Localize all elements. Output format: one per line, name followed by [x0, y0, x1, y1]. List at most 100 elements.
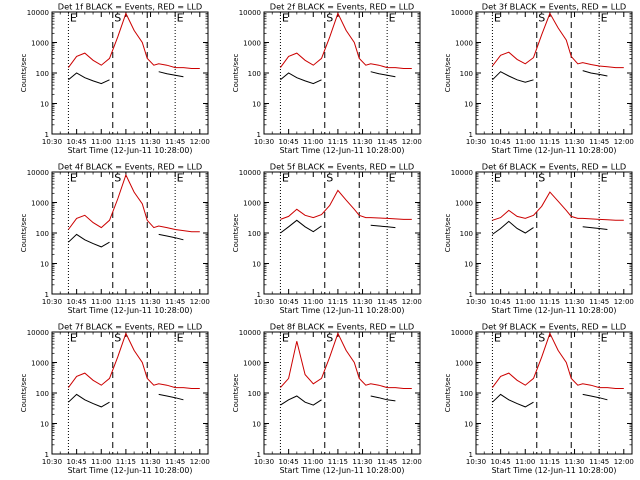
- x-tick-label: 11:00: [515, 298, 535, 306]
- panel-title: Det 7f BLACK = Events, RED = LLD: [58, 322, 202, 332]
- x-tick-label: 10:45: [279, 458, 299, 466]
- event-letter: S: [326, 172, 333, 185]
- event-letter: S: [538, 12, 545, 25]
- x-tick-label: 10:30: [42, 458, 62, 466]
- plot-frame: [51, 331, 209, 455]
- x-tick-label: 12:00: [402, 138, 422, 146]
- series-line-events: [68, 393, 184, 408]
- y-tick-label: 1: [469, 131, 473, 139]
- panel-det-7: Det 7f BLACK = Events, RED = LLD 1 10 100 10…: [20, 322, 210, 476]
- event-letter: E: [282, 12, 289, 25]
- panel-det-4: Det 4f BLACK = Events, RED = LLD 1 10 100 10…: [20, 162, 210, 316]
- y-tick-label: 1000: [31, 40, 49, 48]
- series-line-events: [492, 393, 608, 408]
- event-letter: S: [538, 172, 545, 185]
- x-tick-label: 10:30: [466, 298, 486, 306]
- panel-det-3: Det 3f BLACK = Events, RED = LLD 1 10 100 10…: [444, 2, 634, 156]
- y-tick-label: 10000: [27, 329, 49, 337]
- x-tick-label: 10:30: [466, 458, 486, 466]
- y-tick-label: 1000: [31, 360, 49, 368]
- x-tick-label: 10:30: [254, 458, 274, 466]
- y-tick-label: 1000: [243, 40, 261, 48]
- y-tick-label: 1000: [243, 360, 261, 368]
- x-tick-label: 11:30: [352, 458, 372, 466]
- series-line-lld: [492, 191, 624, 221]
- x-tick-label: 11:30: [140, 458, 160, 466]
- y-tick-label: 1: [469, 291, 473, 299]
- y-tick-label: 10000: [239, 9, 261, 17]
- y-tick-label: 10000: [451, 329, 473, 337]
- y-tick-label: 10: [252, 421, 261, 429]
- x-axis-label: Start Time (12-Jun-11 10:28:00): [68, 146, 193, 155]
- panel-det-6: Det 6f BLACK = Events, RED = LLD 1 10 100 10…: [444, 162, 634, 316]
- x-axis-label: Start Time (12-Jun-11 10:28:00): [492, 146, 617, 155]
- x-tick-label: 11:45: [589, 138, 609, 146]
- x-tick-label: 11:15: [116, 298, 136, 306]
- x-tick-label: 10:30: [254, 138, 274, 146]
- y-tick-label: 1: [45, 451, 49, 459]
- plot-frame: [263, 171, 421, 295]
- x-tick-label: 12:00: [190, 138, 210, 146]
- x-tick-label: 10:30: [42, 298, 62, 306]
- x-tick-label: 11:30: [564, 298, 584, 306]
- y-tick-label: 1: [257, 291, 261, 299]
- event-letter: S: [326, 332, 333, 345]
- y-tick-label: 1000: [31, 200, 49, 208]
- event-letter: E: [70, 172, 77, 185]
- event-letter: S: [114, 12, 121, 25]
- y-axis-label: Counts/sec: [232, 374, 240, 413]
- x-tick-label: 11:30: [352, 298, 372, 306]
- y-tick-label: 10: [40, 101, 49, 109]
- event-letter: E: [177, 172, 184, 185]
- x-tick-label: 11:45: [377, 458, 397, 466]
- x-tick-label: 11:45: [377, 298, 397, 306]
- panel-det-1: Det 1f BLACK = Events, RED = LLD 1 10 100 10…: [20, 2, 210, 156]
- x-tick-label: 11:45: [165, 298, 185, 306]
- series-line-lld: [67, 332, 200, 389]
- plot-frame: [263, 11, 421, 135]
- y-tick-label: 10: [252, 101, 261, 109]
- y-tick-label: 10: [40, 261, 49, 269]
- y-tick-label: 1: [469, 451, 473, 459]
- x-tick-label: 11:30: [564, 138, 584, 146]
- x-tick-label: 10:30: [42, 138, 62, 146]
- x-tick-label: 11:45: [377, 138, 397, 146]
- x-tick-label: 11:00: [303, 458, 323, 466]
- y-tick-label: 100: [248, 230, 261, 238]
- event-letter: S: [538, 332, 545, 345]
- series-line-lld: [280, 332, 412, 389]
- y-tick-label: 1: [45, 291, 49, 299]
- y-tick-label: 1000: [455, 360, 473, 368]
- x-tick-label: 10:30: [254, 298, 274, 306]
- x-tick-label: 10:45: [491, 138, 511, 146]
- series-line-lld: [280, 189, 412, 220]
- panel-title: Det 5f BLACK = Events, RED = LLD: [270, 162, 414, 172]
- x-axis-label: Start Time (12-Jun-11 10:28:00): [492, 306, 617, 315]
- x-tick-label: 11:45: [589, 298, 609, 306]
- x-axis-label: Start Time (12-Jun-11 10:28:00): [68, 306, 193, 315]
- y-tick-label: 1000: [455, 200, 473, 208]
- x-tick-label: 12:00: [614, 138, 634, 146]
- series-line-events: [492, 70, 608, 83]
- panel-title: Det 4f BLACK = Events, RED = LLD: [58, 162, 202, 172]
- x-tick-label: 11:15: [540, 138, 560, 146]
- y-tick-label: 10: [464, 421, 473, 429]
- x-tick-label: 11:00: [515, 458, 535, 466]
- y-tick-label: 10: [464, 261, 473, 269]
- y-tick-label: 1000: [243, 200, 261, 208]
- panel-det-2: Det 2f BLACK = Events, RED = LLD 1 10 100 10…: [232, 2, 422, 156]
- x-tick-label: 11:15: [328, 298, 348, 306]
- x-tick-label: 10:30: [466, 138, 486, 146]
- y-tick-label: 100: [36, 70, 49, 78]
- y-tick-label: 100: [248, 390, 261, 398]
- x-tick-label: 11:45: [589, 458, 609, 466]
- series-line-lld: [279, 12, 412, 69]
- y-tick-label: 100: [460, 70, 473, 78]
- event-letter: E: [389, 172, 396, 185]
- y-tick-label: 100: [36, 230, 49, 238]
- y-tick-label: 100: [460, 390, 473, 398]
- y-tick-label: 10000: [27, 169, 49, 177]
- x-axis-label: Start Time (12-Jun-11 10:28:00): [492, 466, 617, 475]
- panel-det-8: Det 8f BLACK = Events, RED = LLD 1 10 100 10…: [232, 322, 422, 476]
- y-axis-label: Counts/sec: [232, 54, 240, 93]
